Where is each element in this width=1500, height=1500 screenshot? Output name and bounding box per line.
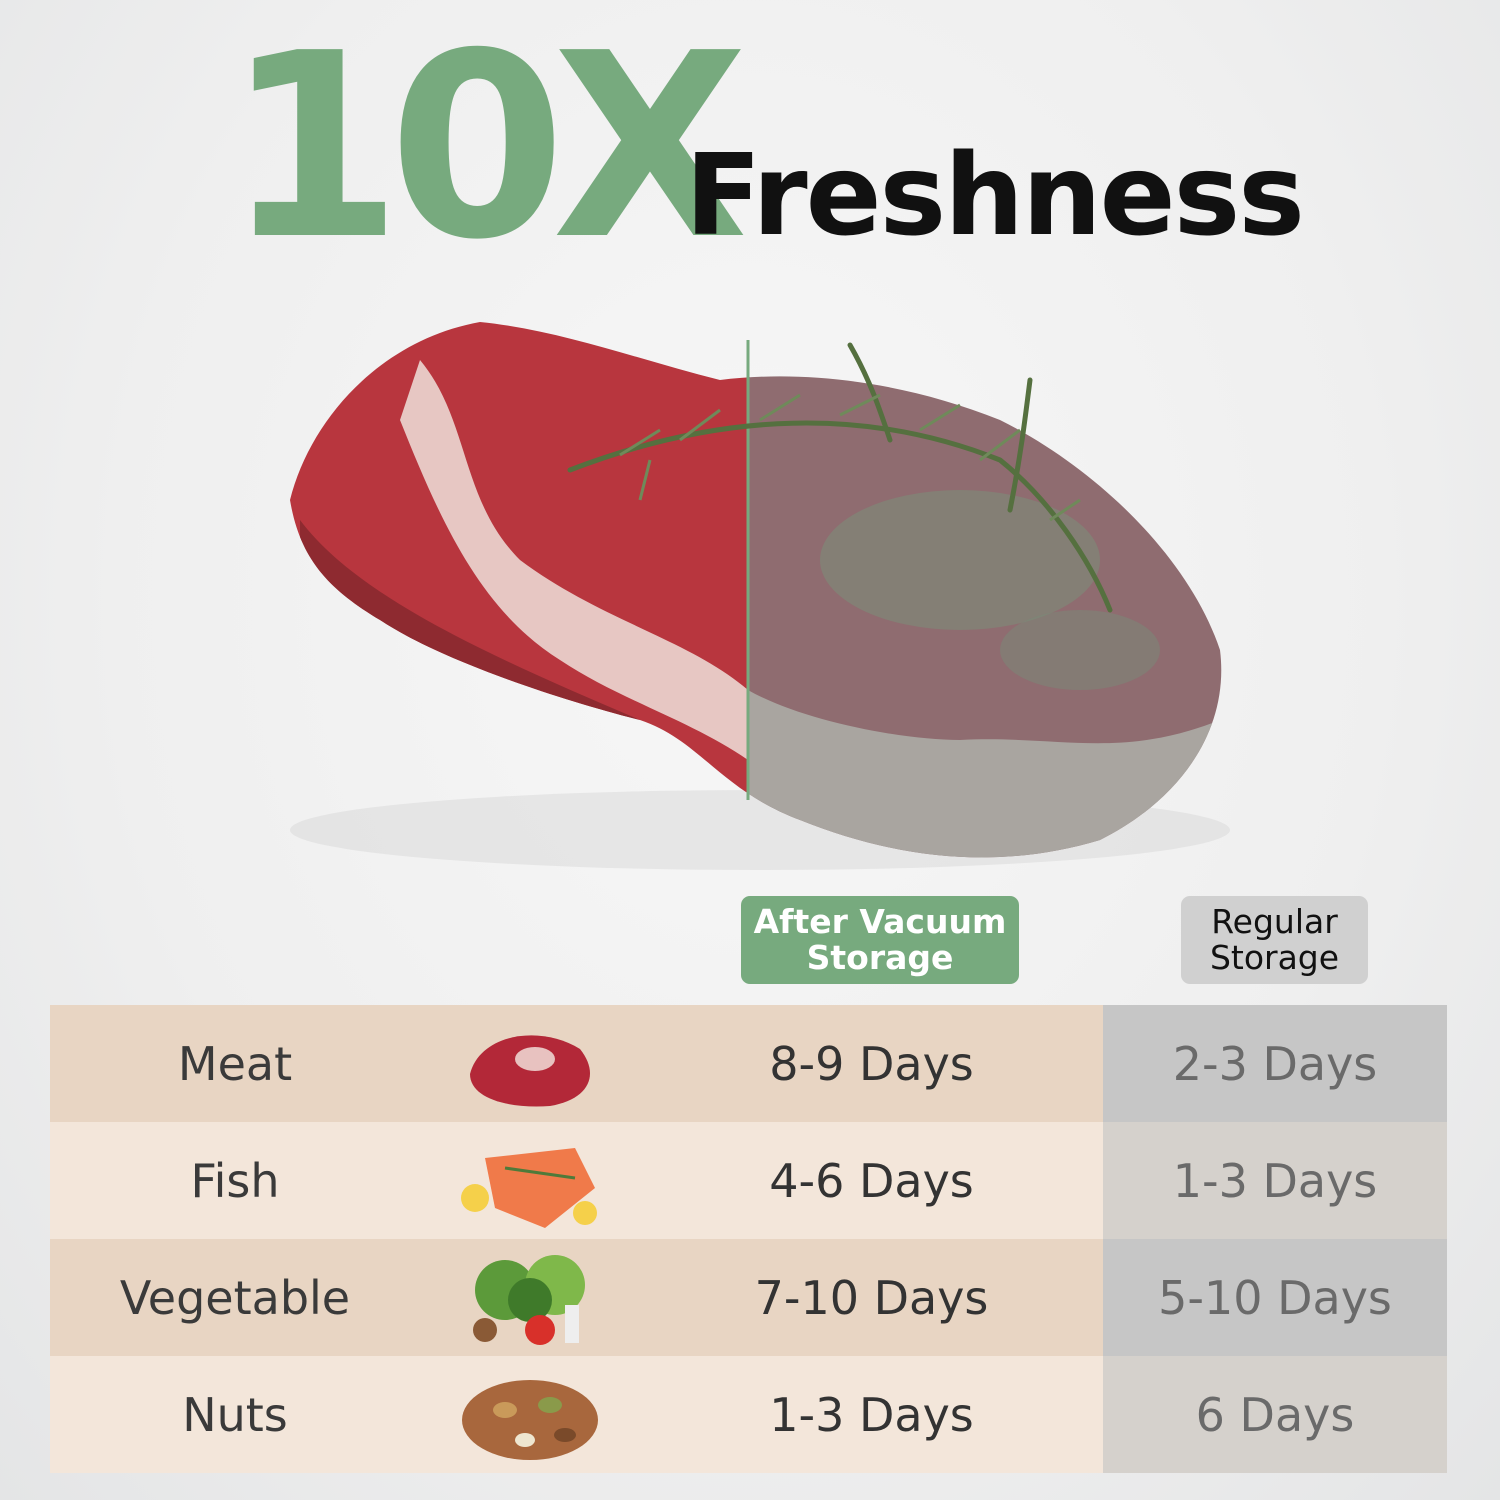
table-row-vegetable: Vegetable 7-10 Days 5-10 Days	[50, 1239, 1447, 1356]
header-line: Storage	[806, 938, 954, 977]
headline-10x: 10X	[225, 0, 748, 296]
fish-icon	[420, 1122, 640, 1239]
food-name: Vegetable	[119, 1270, 351, 1325]
after-vacuum-storage-header: After Vacuum Storage	[741, 896, 1019, 984]
vacuum-days: 8-9 Days	[769, 1036, 974, 1091]
regular-days: 5-10 Days	[1103, 1239, 1447, 1356]
food-name: Nuts	[182, 1387, 288, 1442]
regular-days: 1-3 Days	[1103, 1122, 1447, 1239]
freshness-table: Meat 8-9 Days 2-3 Days Fish 4-6 Days 1-3…	[50, 1005, 1447, 1473]
regular-days: 6 Days	[1103, 1356, 1447, 1473]
steak-comparison-image	[290, 322, 1230, 870]
meat-icon	[420, 1005, 640, 1122]
table-row-nuts: Nuts 1-3 Days 6 Days	[50, 1356, 1447, 1473]
table-row-fish: Fish 4-6 Days 1-3 Days	[50, 1122, 1447, 1239]
vacuum-days: 4-6 Days	[769, 1153, 974, 1208]
header-line: Storage	[1209, 938, 1340, 977]
food-name: Meat	[177, 1036, 293, 1091]
nuts-icon	[420, 1356, 640, 1473]
regular-storage-header: Regular Storage	[1181, 896, 1368, 984]
table-row-meat: Meat 8-9 Days 2-3 Days	[50, 1005, 1447, 1122]
header-line: After Vacuum	[753, 902, 1007, 941]
headline-freshness: Freshness	[685, 131, 1305, 261]
vacuum-days: 1-3 Days	[769, 1387, 974, 1442]
food-name: Fish	[190, 1153, 280, 1208]
vegetable-icon	[420, 1239, 640, 1356]
regular-days: 2-3 Days	[1103, 1005, 1447, 1122]
header-line: Regular	[1211, 902, 1338, 941]
vacuum-days: 7-10 Days	[754, 1270, 989, 1325]
